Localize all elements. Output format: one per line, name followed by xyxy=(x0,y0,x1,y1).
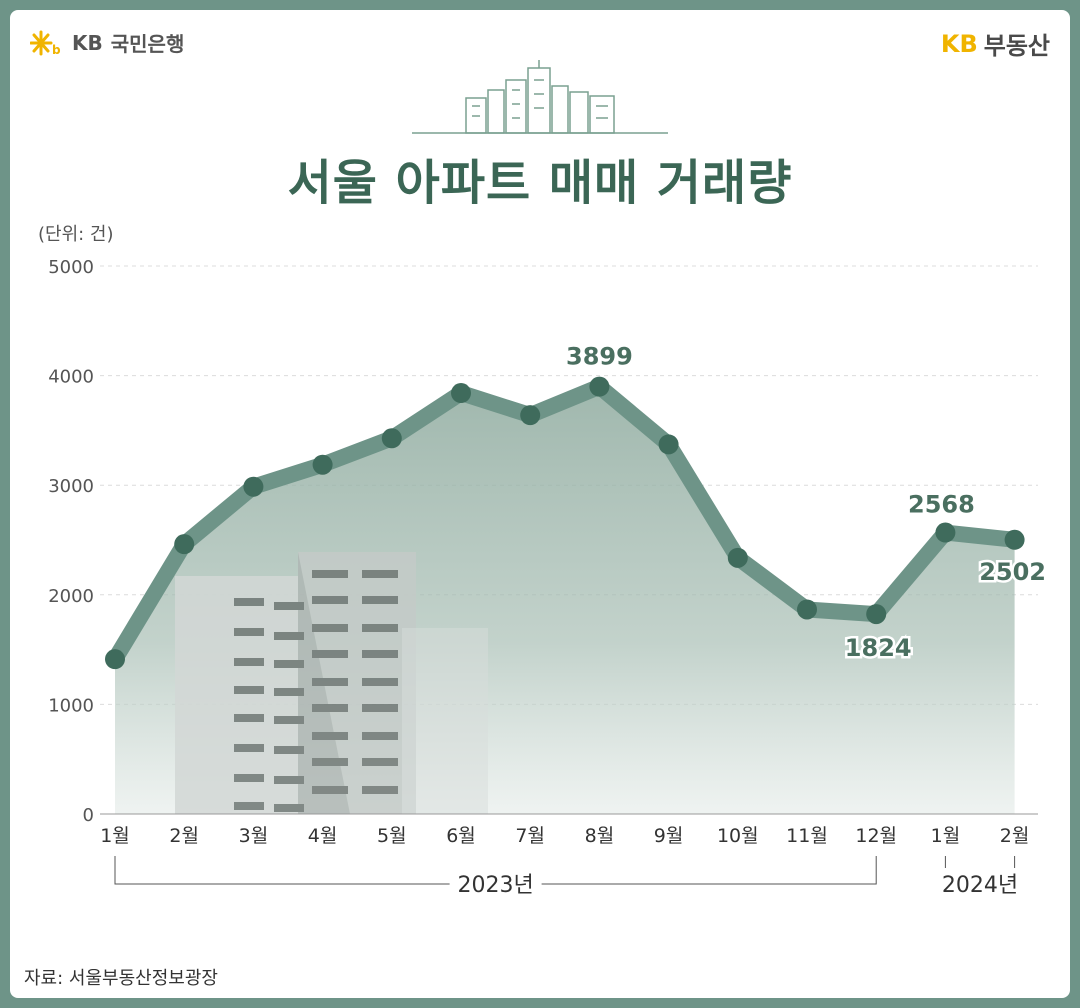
kb-bank-kb: KB xyxy=(72,30,103,55)
data-point-0 xyxy=(105,649,125,670)
data-label: 3899 xyxy=(566,343,633,371)
x-tick-label: 1월 xyxy=(931,825,961,847)
data-point-10 xyxy=(797,599,817,620)
x-tick-label: 10월 xyxy=(717,825,759,847)
data-point-6 xyxy=(520,405,541,426)
data-point-2 xyxy=(243,476,264,497)
y-tick-label: 3000 xyxy=(48,476,94,497)
year-bracket xyxy=(944,856,1016,868)
kb-star-icon: b xyxy=(30,30,61,56)
series-line xyxy=(107,378,1023,668)
x-tick-label: 12월 xyxy=(855,825,897,847)
year-label: 2023년 xyxy=(457,873,533,898)
data-point-11 xyxy=(866,604,887,625)
data-point-1 xyxy=(174,534,195,555)
data-label: 2568 xyxy=(908,491,975,519)
data-label: 2502 xyxy=(979,558,1046,586)
year-bracket xyxy=(114,856,450,885)
x-tick-label: 11월 xyxy=(786,825,828,847)
x-tick-label: 5월 xyxy=(377,825,407,847)
kb-realestate-kb: KB xyxy=(940,29,978,58)
data-label: 1824 xyxy=(845,634,912,662)
skyline-illustration xyxy=(412,60,668,134)
x-tick-label: 8월 xyxy=(585,825,615,847)
x-tick-label: 7월 xyxy=(515,825,545,847)
data-point-4 xyxy=(381,428,402,449)
data-point-13 xyxy=(1004,529,1025,550)
kb-realestate-name: 부동산 xyxy=(983,32,1050,60)
source-note: 자료: 서울부동산정보광장 xyxy=(24,968,218,989)
data-point-7 xyxy=(589,376,610,397)
kb-bank-logo: b KB 국민은행 xyxy=(30,28,184,57)
x-tick-label: 1월 xyxy=(100,825,130,847)
x-tick-label: 3월 xyxy=(239,825,269,847)
kb-bank-name: 국민은행 xyxy=(110,32,185,56)
x-tick-label: 2월 xyxy=(1000,825,1030,847)
data-point-8 xyxy=(658,434,679,455)
year-label: 2024년 xyxy=(942,873,1018,898)
buildings-illustration xyxy=(175,552,488,814)
x-tick-label: 6월 xyxy=(446,825,476,847)
data-point-3 xyxy=(312,454,333,475)
kb-realestate-logo: KB 부동산 xyxy=(941,26,1050,61)
page-title: 서울 아파트 매매 거래량 xyxy=(287,155,793,211)
y-tick-label: 1000 xyxy=(48,695,94,716)
data-point-9 xyxy=(727,547,748,568)
x-tick-label: 9월 xyxy=(654,825,684,847)
y-tick-label: 4000 xyxy=(48,367,94,388)
y-tick-label: 5000 xyxy=(48,257,94,278)
y-tick-label: 2000 xyxy=(48,586,94,607)
y-tick-label: 0 xyxy=(83,805,94,826)
svg-text:b: b xyxy=(52,43,61,56)
data-point-5 xyxy=(451,383,471,404)
year-bracket xyxy=(541,856,877,885)
x-tick-label: 2월 xyxy=(169,825,199,847)
x-tick-label: 4월 xyxy=(308,825,338,847)
unit-label: (단위: 건) xyxy=(38,224,114,245)
data-point-12 xyxy=(935,522,956,543)
